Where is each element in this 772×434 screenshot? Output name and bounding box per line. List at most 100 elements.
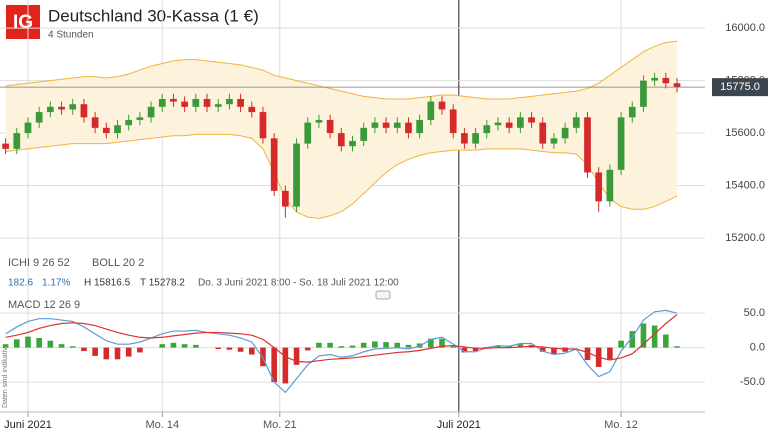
plot <box>0 40 768 394</box>
histogram-bar <box>461 347 468 353</box>
candle-body <box>405 122 412 134</box>
x-tick-label: Mo. 12 <box>604 419 638 431</box>
candle-body <box>360 127 368 141</box>
histogram-bar <box>237 347 244 352</box>
candle-body <box>80 104 88 118</box>
candle-body <box>47 106 54 113</box>
candle-body <box>326 119 334 134</box>
histogram-bar <box>92 347 98 356</box>
histogram-bar <box>215 347 222 349</box>
band-lower <box>5 133 678 219</box>
macd-line <box>5 314 678 363</box>
histogram-bar <box>495 345 501 348</box>
chart-subtitle: 4 Stunden <box>48 30 94 41</box>
histogram-bar <box>181 344 188 348</box>
histogram-bar <box>36 337 42 348</box>
histogram-bar <box>338 346 345 348</box>
candle-body <box>449 109 457 134</box>
candle-body <box>416 119 423 134</box>
candle-body <box>147 106 155 118</box>
histogram-bar <box>674 346 680 348</box>
y-tick-label: 15600.0 <box>725 127 765 139</box>
histogram-bar <box>271 347 277 383</box>
histogram-bar <box>170 342 177 348</box>
candle-body <box>494 122 502 126</box>
candle-body <box>282 190 289 207</box>
y-tick-label: 50.0 <box>744 307 765 319</box>
histogram-bar <box>640 323 647 348</box>
candle-body <box>505 122 513 128</box>
chart-title: Deutschland 30-Kassa (1 €) <box>48 6 259 25</box>
histogram-bar <box>551 347 557 354</box>
histogram-bar <box>506 346 512 348</box>
histogram-bar <box>394 342 401 348</box>
logo: IG <box>13 12 33 33</box>
histogram-bar <box>125 347 132 357</box>
candle-body <box>214 104 222 107</box>
candle-body <box>270 138 278 191</box>
y-tick-label: 15800.0 <box>725 74 765 86</box>
indicator-macd: MACD 12 26 9 <box>8 299 80 311</box>
histogram-bar <box>349 345 356 348</box>
histogram-bar <box>651 325 658 348</box>
x-tick-label: Juni 2021 <box>4 419 52 431</box>
candle-body <box>91 117 99 128</box>
histogram-bar <box>327 342 333 348</box>
histogram-bar <box>472 347 479 352</box>
candle-body <box>136 117 144 120</box>
candle-body <box>662 77 670 84</box>
candle-body <box>24 122 32 134</box>
histogram-bar <box>360 342 367 348</box>
panel-handle[interactable] <box>375 290 391 300</box>
candle-body <box>226 98 233 105</box>
histogram-bar <box>562 347 568 352</box>
histogram-bar <box>103 347 110 360</box>
histogram-bar <box>25 336 31 348</box>
histogram-bar <box>81 347 87 352</box>
candle-body <box>35 112 43 123</box>
candle-body <box>561 127 569 139</box>
candle-body <box>427 101 435 120</box>
logo-box <box>6 5 40 39</box>
candle-body <box>293 143 300 207</box>
candle-body <box>102 127 110 134</box>
histogram-bar <box>193 344 199 348</box>
candle-body <box>673 83 681 88</box>
candle-body <box>584 117 591 173</box>
histogram-bar <box>450 346 457 348</box>
y-tick-label: 0.0 <box>750 342 765 354</box>
histogram-bar <box>618 340 624 348</box>
x-tick-label: Mo. 14 <box>145 419 179 431</box>
candle-body <box>203 98 211 107</box>
candle-body <box>472 133 479 144</box>
candle-body <box>337 133 345 147</box>
disclaimer: Daten sind indikativ <box>2 347 9 408</box>
histogram-bar <box>293 347 300 365</box>
y-tick-label: 16000.0 <box>725 22 765 34</box>
change: 182.6 <box>8 278 33 289</box>
x-tick-label: Mo. 21 <box>263 419 297 431</box>
histogram-bar <box>517 344 524 348</box>
histogram-bar <box>383 342 389 348</box>
date-range: Do. 3 Juni 2021 8:00 - So. 18 Juli 2021 … <box>198 278 399 289</box>
candle-body <box>572 117 580 128</box>
candle-body <box>259 112 267 139</box>
histogram-bar <box>304 347 311 351</box>
candle-body <box>192 98 200 107</box>
histogram-bar <box>2 344 9 348</box>
histogram-bar <box>316 342 322 348</box>
low: T 15278.2 <box>140 278 185 289</box>
histogram-bar <box>248 347 255 355</box>
histogram-bar <box>47 340 54 348</box>
candle-body <box>304 122 312 144</box>
histogram-bar <box>439 338 445 348</box>
candle-body <box>438 101 446 110</box>
indicator-ichi: ICHI 9 26 52 <box>8 257 70 269</box>
histogram-bar <box>114 347 121 360</box>
histogram-bar <box>69 346 76 348</box>
candle-body <box>2 143 9 149</box>
candle-body <box>315 119 323 123</box>
